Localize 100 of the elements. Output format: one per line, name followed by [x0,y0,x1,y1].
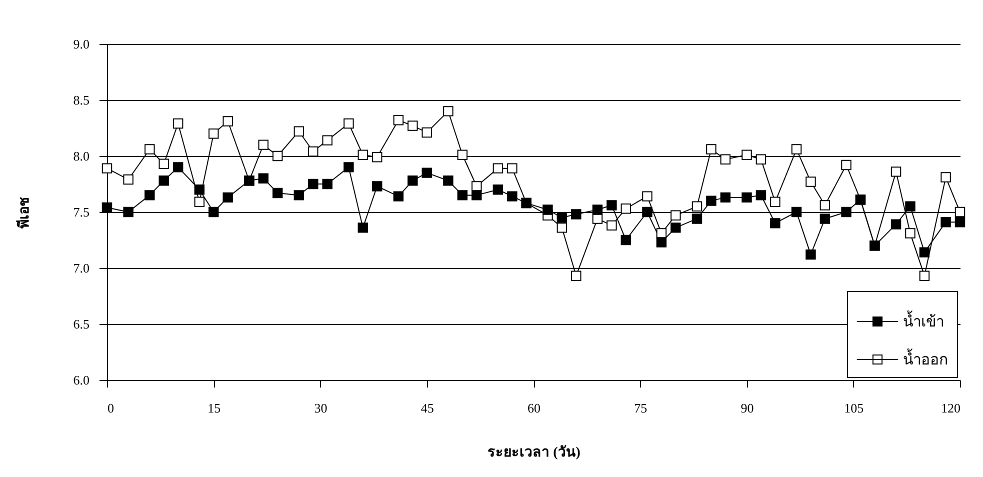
point [358,222,368,233]
point [322,178,332,190]
point [308,146,318,157]
point [422,127,432,138]
point [742,150,752,160]
point [756,190,766,200]
point [144,190,155,200]
x-tick-label: 120 [941,400,960,416]
point [905,201,916,212]
point [556,212,568,223]
point [457,190,468,200]
point [272,150,283,162]
point [954,216,966,228]
point [172,162,184,172]
point [358,150,368,160]
point [208,206,219,218]
point [344,162,354,172]
point [905,228,916,238]
point [158,158,169,169]
point [322,135,332,146]
point [841,160,852,170]
point [919,247,930,258]
point [841,206,852,218]
x-axis-title: ระยะเวลา (วัน) [488,444,581,460]
point [272,188,283,198]
y-tick-label: 8.0 [73,148,90,164]
point [507,163,518,174]
point [144,144,155,154]
x-tick-label: 60 [528,400,540,416]
x-tick-label: 15 [208,400,221,416]
point [258,140,268,150]
y-tick-label: 7.0 [73,260,90,276]
y-tick-label: 8.5 [73,92,90,108]
point [542,204,553,215]
point [670,222,681,233]
y-axis-title: พีเอช [16,196,32,228]
point [372,152,382,162]
y-tick-label: 6.5 [73,316,90,332]
point [940,172,951,182]
point [940,216,951,228]
point [172,118,184,129]
point [222,116,233,126]
point [556,222,568,233]
x-tick-label: 30 [314,400,328,416]
point [194,196,205,208]
point [443,106,454,116]
point [606,200,617,210]
x-tick-label: 75 [634,400,648,416]
point [408,120,418,131]
point [258,173,268,184]
point [791,206,802,218]
point [492,163,504,174]
point [692,201,702,212]
point [422,168,432,178]
point [344,118,354,129]
point [492,184,504,195]
y-tick-label: 6.0 [73,372,90,388]
point [194,184,205,195]
point [742,192,752,203]
point [571,270,582,281]
point [507,191,518,202]
y-tick-label: 9.0 [73,36,90,52]
point [620,204,632,214]
x-tick-label: 0 [108,400,114,416]
point [692,214,702,224]
y-tick-label: 7.5 [73,204,90,220]
point [158,176,169,186]
point [393,191,404,202]
point [770,196,780,208]
point [791,144,802,154]
point [720,154,731,164]
legend-label: น้ำเข้า [903,310,944,330]
point [102,202,112,213]
point [806,176,816,187]
point [820,200,830,210]
point [770,218,780,228]
x-tick-label: 45 [420,400,434,416]
point [806,249,816,260]
point [919,270,930,281]
point [954,206,966,218]
x-tick-label: 105 [844,400,864,416]
point [393,115,404,126]
point [294,126,304,136]
x-tick-label: 90 [740,400,754,416]
point [670,210,681,220]
point [102,163,112,174]
point [208,128,219,139]
point [123,206,134,218]
point [308,178,318,190]
point [820,214,830,224]
point [890,166,902,177]
point [720,192,731,203]
point [443,176,454,186]
point [706,196,716,206]
point [642,206,652,218]
point [890,219,902,230]
point [571,209,582,220]
point [642,191,652,202]
point [606,220,617,231]
legend-label: น้ำออก [903,348,948,368]
